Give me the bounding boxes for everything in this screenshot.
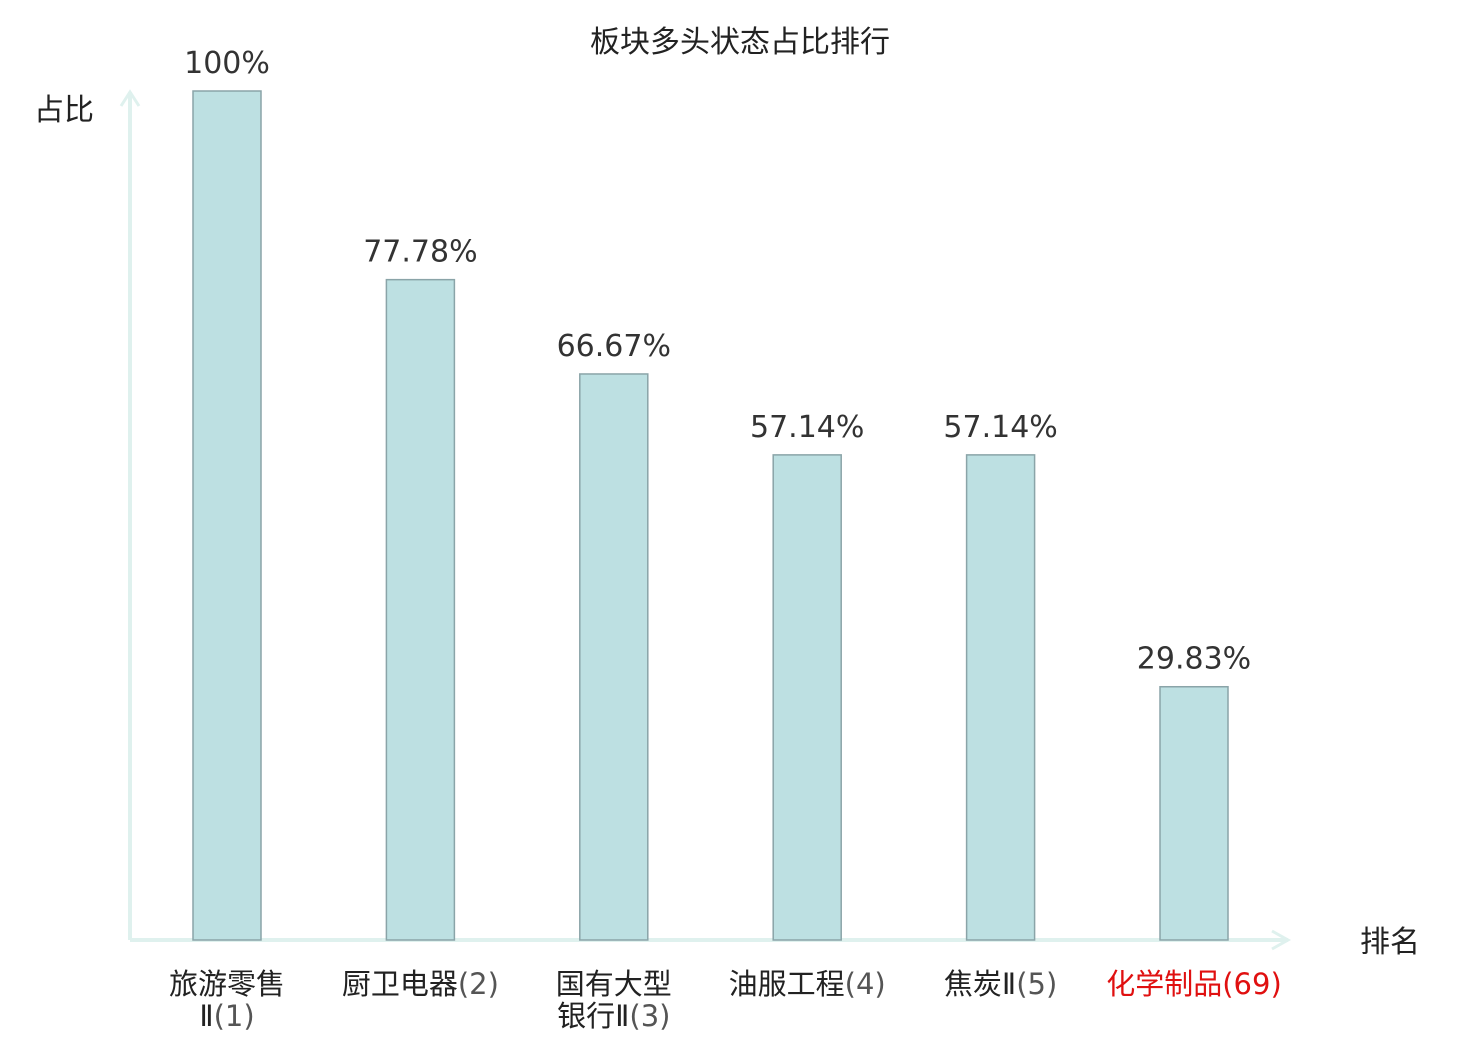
bar <box>1159 685 1229 941</box>
category-name: Ⅱ <box>199 999 213 1033</box>
x-axis-arrow <box>1271 929 1292 951</box>
bar <box>772 454 842 941</box>
x-tick-label: 国有大型 <box>556 967 672 1001</box>
x-tick-label: Ⅱ(1) <box>199 999 254 1033</box>
x-tick-label: 厨卫电器(2) <box>342 967 499 1001</box>
category-name: 旅游零售 <box>169 967 285 1001</box>
category-name: 油服工程 <box>729 967 845 1001</box>
bar-value-label: 100% <box>184 46 270 81</box>
category-rank: (1) <box>214 999 255 1033</box>
bar-value-label: 77.78% <box>363 235 477 270</box>
category-rank: (4) <box>845 967 886 1001</box>
category-name: 化学制品 <box>1106 967 1222 1001</box>
category-rank: (69) <box>1222 967 1282 1001</box>
bar-value-label: 57.14% <box>750 410 864 445</box>
bar <box>385 278 456 941</box>
bar <box>192 90 262 941</box>
chart-title: 板块多头状态占比排行 <box>590 25 890 60</box>
x-tick-label: 焦炭Ⅱ(5) <box>944 967 1057 1001</box>
category-rank: (3) <box>629 999 670 1033</box>
x-tick-label: 油服工程(4) <box>729 967 886 1001</box>
category-rank: (5) <box>1016 967 1057 1001</box>
category-name: 焦炭Ⅱ <box>944 967 1016 1001</box>
bar-value-label: 57.14% <box>943 410 1057 445</box>
y-axis-label: 占比 <box>34 93 94 128</box>
x-axis-label: 排名 <box>1360 925 1420 960</box>
bar <box>579 373 649 941</box>
y-axis-arrow <box>119 89 141 107</box>
x-tick-label: 旅游零售 <box>169 967 285 1001</box>
bar-value-label: 66.67% <box>557 329 671 364</box>
category-name: 银行Ⅱ <box>557 999 629 1033</box>
category-rank: (2) <box>458 967 499 1001</box>
category-name: 国有大型 <box>556 967 672 1001</box>
bar <box>965 454 1036 941</box>
x-tick-label: 银行Ⅱ(3) <box>557 999 670 1033</box>
x-tick-label: 化学制品(69) <box>1106 967 1282 1001</box>
bar-value-label: 29.83% <box>1137 642 1251 677</box>
category-name: 厨卫电器 <box>342 967 458 1001</box>
